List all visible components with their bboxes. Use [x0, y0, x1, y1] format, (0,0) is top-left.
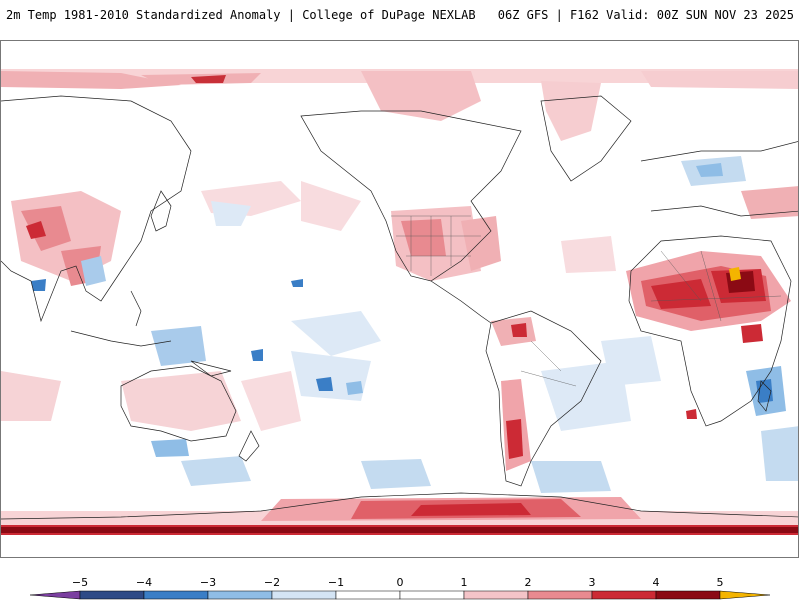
map-svg [1, 69, 798, 557]
run-info: 06Z GFS | F162 Valid: 00Z SUN NOV 23 202… [497, 8, 794, 22]
colorbar-tick-label: 4 [652, 576, 660, 589]
colorbar-tick-label: 2 [524, 576, 532, 589]
colorbar-segment [79, 590, 145, 600]
political-borders [391, 215, 782, 387]
colorbar-segment [335, 590, 401, 600]
colorbar-segment [655, 590, 721, 600]
colorbar-tick-label: −2 [263, 576, 281, 589]
colorbar-segment [207, 590, 273, 600]
anomaly-shading [1, 156, 798, 493]
colorbar: −5 −4 −3 −2 −1 0 1 2 3 4 5 [0, 570, 800, 600]
colorbar-arrow-high [719, 590, 771, 600]
header: 2m Temp 1981-2010 Standardized Anomaly |… [0, 0, 800, 30]
colorbar-segment [271, 590, 337, 600]
colorbar-segment [463, 590, 529, 600]
coastlines [1, 95, 798, 520]
anomaly-map[interactable] [0, 40, 799, 558]
colorbar-segment [591, 590, 657, 600]
colorbar-tick-label: 3 [588, 576, 596, 589]
antarctic-warm-band [1, 497, 798, 557]
colorbar-arrow-low [29, 590, 81, 600]
colorbar-svg [29, 590, 771, 600]
colorbar-tick-label: 5 [716, 576, 724, 589]
colorbar-segment [527, 590, 593, 600]
map-title: 2m Temp 1981-2010 Standardized Anomaly |… [6, 8, 476, 22]
colorbar-tick-label: 0 [396, 576, 404, 589]
colorbar-tick-label: −1 [327, 576, 345, 589]
arctic-warm-band [1, 69, 798, 141]
colorbar-tick-label: −5 [71, 576, 89, 589]
colorbar-tick-label: −3 [199, 576, 217, 589]
colorbar-segment [143, 590, 209, 600]
colorbar-segment [399, 590, 465, 600]
colorbar-tick-label: 1 [460, 576, 468, 589]
colorbar-tick-label: −4 [135, 576, 153, 589]
